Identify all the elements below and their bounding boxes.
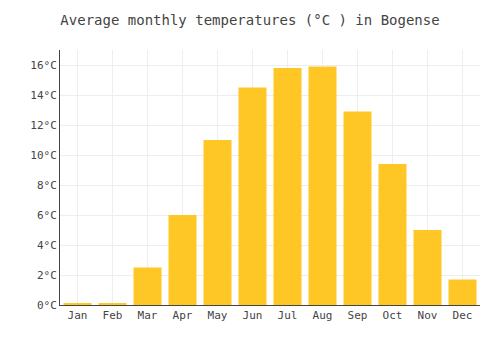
svg-text:Jan: Jan [68,309,88,322]
svg-text:4°C: 4°C [37,239,57,252]
svg-text:Mar: Mar [138,309,158,322]
svg-text:Oct: Oct [383,309,403,322]
svg-text:Jun: Jun [243,309,263,322]
svg-text:2°C: 2°C [37,269,57,282]
svg-text:Average monthly temperatures (: Average monthly temperatures (°C ) in Bo… [60,12,439,28]
svg-text:16°C: 16°C [30,59,57,72]
svg-text:Dec: Dec [453,309,473,322]
svg-text:10°C: 10°C [30,149,57,162]
svg-text:Sep: Sep [348,309,368,322]
svg-text:Jul: Jul [278,309,298,322]
svg-text:Feb: Feb [103,309,123,322]
svg-text:8°C: 8°C [37,179,57,192]
svg-text:May: May [208,309,228,322]
svg-text:14°C: 14°C [30,89,57,102]
svg-text:6°C: 6°C [37,209,57,222]
svg-text:Apr: Apr [173,309,193,322]
svg-text:12°C: 12°C [30,119,57,132]
svg-text:0°C: 0°C [37,299,57,312]
svg-text:Nov: Nov [418,309,438,322]
svg-text:Aug: Aug [313,309,333,322]
